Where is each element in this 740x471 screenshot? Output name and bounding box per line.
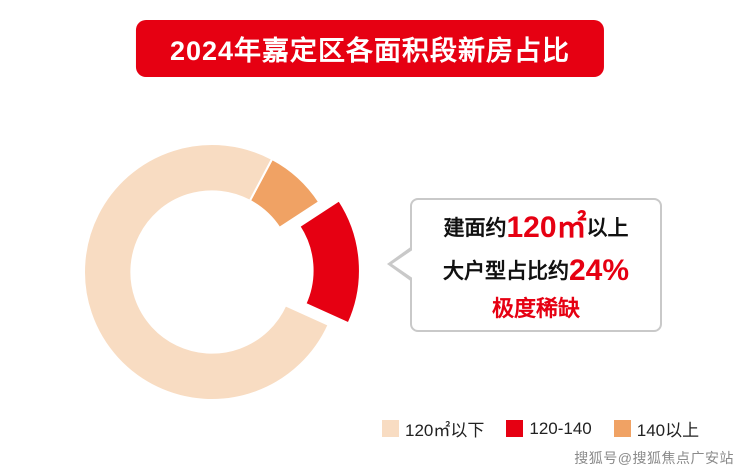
callout-line-2: 大户型占比约24% — [443, 249, 629, 293]
callout-line1-prefix: 建面约 — [443, 216, 507, 240]
callout-box: 建面约120㎡以上 大户型占比约24% 极度稀缺 — [387, 198, 662, 332]
legend-label-over-140: 140以上 — [636, 421, 700, 440]
legend-swatch-under-120 — [382, 420, 399, 437]
callout-line2-value: 24% — [568, 254, 630, 288]
callout-pointer-fill — [392, 249, 414, 279]
chart-legend: 120㎡以下 120-140 140以上 — [382, 416, 699, 441]
callout-line1-value: 120㎡ — [506, 210, 587, 244]
legend-label-under-120: 120㎡以下 — [405, 421, 485, 440]
donut-chart — [83, 143, 361, 401]
legend-item-over-140: 140以上 — [613, 416, 700, 441]
donut-slice-140以上 — [248, 157, 321, 229]
legend-item-120-140: 120-140 — [506, 418, 592, 439]
callout-line-3: 极度稀缺 — [491, 295, 580, 321]
donut-slice-120-140 — [298, 199, 361, 325]
legend-label-120-140: 120-140 — [529, 418, 592, 438]
legend-swatch-over-140 — [613, 420, 631, 437]
callout-line1-suffix: 以上 — [586, 216, 629, 240]
page-title: 2024年嘉定区各面积段新房占比 — [135, 20, 605, 77]
watermark-text: 搜狐号@搜狐焦点广安站 — [574, 450, 734, 466]
donut-slice-120㎡以下 — [83, 143, 330, 401]
callout-line2-prefix: 大户型占比约 — [442, 260, 569, 284]
callout-line-1: 建面约120㎡以上 — [443, 206, 628, 250]
legend-swatch-120-140 — [506, 420, 524, 437]
legend-item-under-120: 120㎡以下 — [382, 416, 484, 441]
